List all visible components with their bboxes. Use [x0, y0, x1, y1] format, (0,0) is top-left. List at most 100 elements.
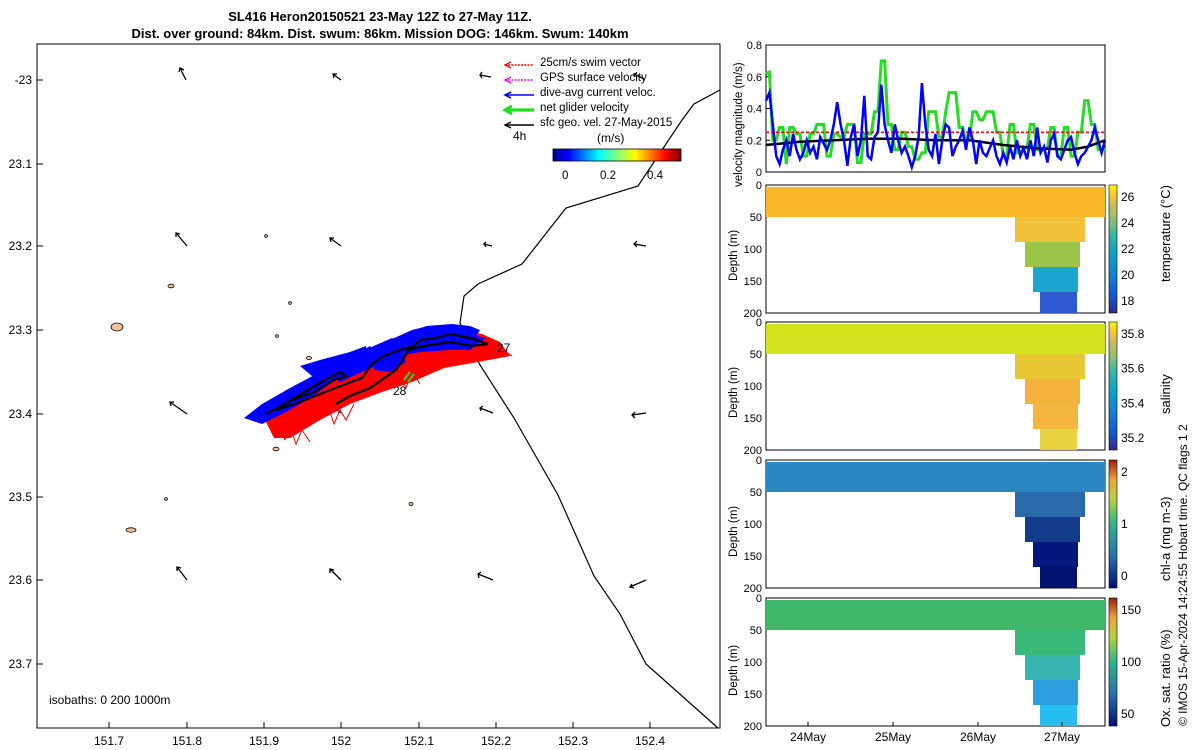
map-xtick-label: 151.7 — [94, 734, 124, 748]
section-depth-tick: 200 — [744, 721, 762, 733]
svg-text:sfc geo. vel. 27-May-2015: sfc geo. vel. 27-May-2015 — [540, 117, 672, 129]
map-ytick-label: 23.6 — [9, 573, 33, 587]
section-surface-band — [766, 600, 1105, 630]
section-deep-layer — [1033, 267, 1078, 292]
section-depth-tick: 200 — [744, 583, 762, 595]
section-depth-tick: 150 — [744, 689, 762, 701]
net-glider-velocity-markers — [403, 371, 415, 383]
svg-text:net glider velocity: net glider velocity — [540, 102, 629, 114]
figure-title-line-1: SL416 Heron20150521 23-May 12Z to 27-May… — [228, 9, 532, 24]
series-line-net-glider-velocity — [765, 59, 1105, 165]
map-xtick-label: 152.3 — [558, 734, 588, 748]
section-depth-tick: 100 — [744, 244, 762, 256]
section-panel-temperature: 26 24 22 20 18 0 50 100 150 200 — [744, 180, 1135, 320]
chl-ylabel: Depth (m) — [728, 505, 740, 557]
section-depth-tick: 0 — [756, 317, 762, 329]
section-depth-tick: 50 — [750, 487, 762, 499]
section-colorbar-tick: 35.2 — [1121, 431, 1145, 445]
section-deep-layer — [1025, 517, 1080, 542]
section-deep-layer — [1033, 404, 1078, 429]
map-xtick-label: 151.8 — [172, 734, 202, 748]
temp-colorbar-label: temperature (°C) — [1158, 185, 1173, 282]
velocity-ytick-label: 0.2 — [747, 135, 762, 147]
section-depth-tick: 200 — [744, 308, 762, 320]
section-depth-tick: 0 — [756, 455, 762, 467]
velocity-yticks: 0 0.2 0.4 0.6 0.8 — [747, 40, 770, 179]
day-label-28: 28 — [393, 384, 407, 398]
section-deep-layer — [1015, 217, 1085, 242]
section-colorbar — [1108, 321, 1118, 451]
legend-item-dive-avg-current: dive-avg current veloc. — [503, 87, 656, 99]
series-line-dive-avg-current-veloc- — [764, 82, 1107, 172]
swim-vector-cluster — [254, 328, 513, 446]
reef-islands — [110, 234, 414, 533]
section-surface-band — [766, 324, 1105, 354]
map-ytick-label: 23.7 — [9, 657, 33, 671]
section-deep-layer — [1040, 292, 1077, 313]
section-colorbar-tick: 1 — [1121, 517, 1128, 531]
velocity-ylabel: velocity magnitude (m/s) — [733, 62, 745, 187]
section-colorbar-tick: 35.6 — [1121, 362, 1145, 376]
map-ytick-label: 23.1 — [9, 157, 33, 171]
colorbar-unit-label: (m/s) — [597, 131, 624, 145]
svg-text:GPS surface velocity: GPS surface velocity — [540, 72, 647, 84]
time-marker-label: 4h — [513, 129, 526, 143]
section-panel-oxygen: 150 100 50 0 50 100 150 200 — [744, 593, 1142, 733]
speed-colorbar — [552, 148, 682, 162]
map-ytick-label: 23.4 — [9, 407, 33, 421]
section-deep-layer — [1040, 705, 1077, 726]
map-ytick-label: 23.2 — [9, 239, 33, 253]
section-deep-layer — [1025, 242, 1080, 267]
isobath-line — [459, 89, 721, 729]
map-xtick-label: 152.2 — [481, 734, 511, 748]
velocity-ytick-label: 0.4 — [747, 104, 762, 116]
section-deep-layer — [1025, 379, 1080, 404]
section-depth-tick: 100 — [744, 381, 762, 393]
colorbar-tick-0: 0 — [562, 170, 568, 182]
section-panels: 262422201805010015020035.835.635.435.205… — [744, 180, 1145, 733]
map-xtick-label: 152.1 — [404, 734, 434, 748]
section-deep-layer — [1015, 630, 1085, 655]
current-vector-cluster — [244, 324, 486, 424]
section-deep-layer — [1040, 429, 1077, 450]
svg-text:dive-avg current veloc.: dive-avg current veloc. — [540, 87, 656, 99]
section-xtick-label: 26May — [960, 730, 996, 744]
velocity-ytick-label: 0.6 — [747, 72, 762, 84]
sal-colorbar-label: salinity — [1158, 374, 1173, 414]
section-colorbar-tick: 2 — [1121, 465, 1128, 479]
section-deep-layer — [1015, 492, 1085, 517]
map-ytick-label: 23.3 — [9, 323, 33, 337]
section-surface-band — [766, 462, 1105, 492]
section-panel-salinity: 35.8 35.6 35.4 35.2 0 50 100 150 200 — [744, 317, 1145, 457]
section-xtick-label: 27May — [1044, 730, 1080, 744]
section-depth-tick: 0 — [756, 593, 762, 605]
velocity-ytick-label: 0.8 — [747, 40, 762, 52]
section-depth-tick: 100 — [744, 657, 762, 669]
oxy-ylabel: Depth (m) — [728, 644, 740, 696]
map-legend: 25cm/s swim vector GPS surface velocity … — [501, 57, 682, 182]
section-colorbar-tick: 22 — [1121, 242, 1135, 256]
legend-item-sfc-geo-velocity: sfc geo. vel. 27-May-2015 — [503, 117, 672, 129]
section-colorbar-tick: 24 — [1121, 216, 1135, 230]
section-xtick-label: 24May — [790, 730, 826, 744]
colorbar-tick-0.4: 0.4 — [647, 170, 664, 182]
map-ytick-label: -23 — [15, 73, 33, 87]
section-depth-tick: 50 — [750, 349, 762, 361]
geostrophic-velocity-arrows — [169, 67, 647, 589]
section-depth-tick: 150 — [744, 276, 762, 288]
section-deep-layer — [1025, 655, 1080, 680]
section-colorbar — [1108, 597, 1118, 727]
section-colorbar-tick: 35.4 — [1121, 396, 1145, 410]
sal-ylabel: Depth (m) — [728, 366, 740, 418]
svg-text:25cm/s swim vector: 25cm/s swim vector — [540, 57, 641, 69]
section-colorbar-tick: 18 — [1121, 294, 1135, 308]
section-deep-layer — [1015, 354, 1085, 379]
isobaths-label: isobaths: 0 200 1000m — [49, 693, 170, 707]
section-xticks: 24May 25May 26May 27May — [790, 722, 1080, 744]
oxy-colorbar-label: Ox. sat. ratio (%) — [1158, 629, 1173, 727]
section-depth-tick: 50 — [750, 212, 762, 224]
figure-title-line-2: Dist. over ground: 84km. Dist. swum: 86k… — [131, 26, 629, 41]
section-depth-tick: 0 — [756, 180, 762, 192]
